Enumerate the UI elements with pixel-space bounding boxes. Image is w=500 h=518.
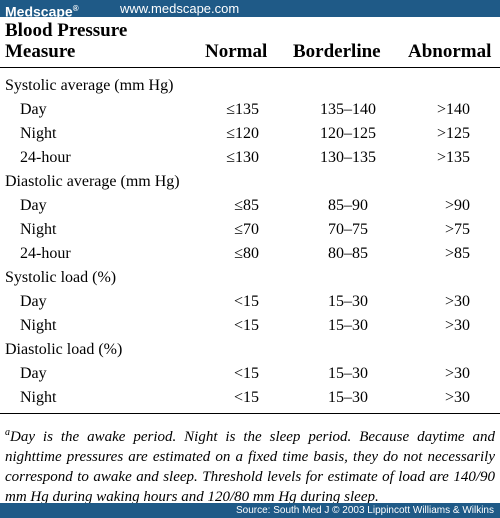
borderline-value: 85–90 xyxy=(328,197,368,214)
normal-value: <15 xyxy=(233,365,259,382)
row-label: Night xyxy=(20,125,57,142)
registered-mark: ® xyxy=(72,4,79,13)
abnormal-value: >135 xyxy=(436,149,470,166)
normal-column-header: Normal xyxy=(205,41,268,62)
table-row: Night ≤70 70–75 >75 xyxy=(0,218,500,242)
table-row: 24-hour ≤130 130–135 >135 xyxy=(0,146,500,170)
table-row: Day <15 15–30 >30 xyxy=(0,362,500,386)
group-label: Diastolic load (%) xyxy=(5,341,123,358)
borderline-value: 130–135 xyxy=(320,149,376,166)
normal-value: ≤130 xyxy=(226,149,259,166)
source-text: Source: South Med J © 2003 Lippincott Wi… xyxy=(235,505,494,516)
normal-value: ≤70 xyxy=(234,221,259,238)
row-label: 24-hour xyxy=(20,245,71,262)
row-label: Night xyxy=(20,317,57,334)
table-row: Day ≤85 85–90 >90 xyxy=(0,194,500,218)
group-label: Systolic average (mm Hg) xyxy=(5,77,174,94)
borderline-value: 15–30 xyxy=(328,389,368,406)
normal-value: ≤135 xyxy=(226,101,259,118)
abnormal-value: >75 xyxy=(444,221,470,238)
borderline-value: 15–30 xyxy=(328,293,368,310)
borderline-value: 15–30 xyxy=(328,317,368,334)
measure-column-header: Blood Pressure Measure xyxy=(5,20,127,62)
source-bar: Source: South Med J © 2003 Lippincott Wi… xyxy=(0,503,500,518)
normal-value: ≤85 xyxy=(234,197,259,214)
row-label: 24-hour xyxy=(20,149,71,166)
table-group-row: Systolic load (%) xyxy=(0,266,500,290)
row-label: Day xyxy=(20,365,47,382)
measure-header-line2: Measure xyxy=(5,41,76,62)
table-row: Night <15 15–30 >30 xyxy=(0,386,500,410)
abnormal-value: >85 xyxy=(444,245,470,262)
abnormal-value: >30 xyxy=(444,389,470,406)
abnormal-value: >125 xyxy=(436,125,470,142)
footnote: aDay is the awake period. Night is the s… xyxy=(5,423,495,507)
brand-name: Medscape xyxy=(5,3,73,20)
borderline-value: 135–140 xyxy=(320,101,376,118)
table-bottom-divider xyxy=(0,413,500,414)
row-label: Night xyxy=(20,221,57,238)
table-group-row: Diastolic average (mm Hg) xyxy=(0,170,500,194)
abnormal-value: >30 xyxy=(444,293,470,310)
borderline-value: 15–30 xyxy=(328,365,368,382)
abnormal-value: >30 xyxy=(444,365,470,382)
table-body: Systolic average (mm Hg) Day ≤135 135–140 >1… xyxy=(0,74,500,410)
row-label: Day xyxy=(20,293,47,310)
table-header: Blood Pressure Measure Normal Borderline… xyxy=(0,20,500,66)
site-url[interactable]: www.medscape.com xyxy=(120,1,240,16)
abnormal-value: >140 xyxy=(436,101,470,118)
group-label: Diastolic average (mm Hg) xyxy=(5,173,180,190)
row-label: Day xyxy=(20,101,47,118)
normal-value: <15 xyxy=(233,317,259,334)
medscape-logo[interactable]: Medscape® xyxy=(5,0,79,21)
abnormal-value: >30 xyxy=(444,317,470,334)
group-label: Systolic load (%) xyxy=(5,269,117,286)
abnormal-value: >90 xyxy=(444,197,470,214)
table-row: Day <15 15–30 >30 xyxy=(0,290,500,314)
table-group-row: Diastolic load (%) xyxy=(0,338,500,362)
row-label: Night xyxy=(20,389,57,406)
table-row: Night ≤120 120–125 >125 xyxy=(0,122,500,146)
borderline-value: 120–125 xyxy=(320,125,376,142)
table-row: Day ≤135 135–140 >140 xyxy=(0,98,500,122)
borderline-value: 70–75 xyxy=(328,221,368,238)
measure-header-line1: Blood Pressure xyxy=(5,20,128,41)
table-group-row: Systolic average (mm Hg) xyxy=(0,74,500,98)
normal-value: ≤120 xyxy=(226,125,259,142)
borderline-column-header: Borderline xyxy=(293,41,381,62)
table-row: 24-hour ≤80 80–85 >85 xyxy=(0,242,500,266)
footnote-text: Day is the awake period. Night is the sl… xyxy=(5,429,495,505)
footnote-marker: a xyxy=(5,427,10,438)
header-bar: Medscape® www.medscape.com xyxy=(0,0,500,20)
row-label: Day xyxy=(20,197,47,214)
borderline-value: 80–85 xyxy=(328,245,368,262)
abnormal-column-header: Abnormal xyxy=(408,41,492,62)
normal-value: ≤80 xyxy=(234,245,259,262)
table-row: Night <15 15–30 >30 xyxy=(0,314,500,338)
normal-value: <15 xyxy=(233,389,259,406)
header-divider xyxy=(0,67,500,68)
normal-value: <15 xyxy=(233,293,259,310)
